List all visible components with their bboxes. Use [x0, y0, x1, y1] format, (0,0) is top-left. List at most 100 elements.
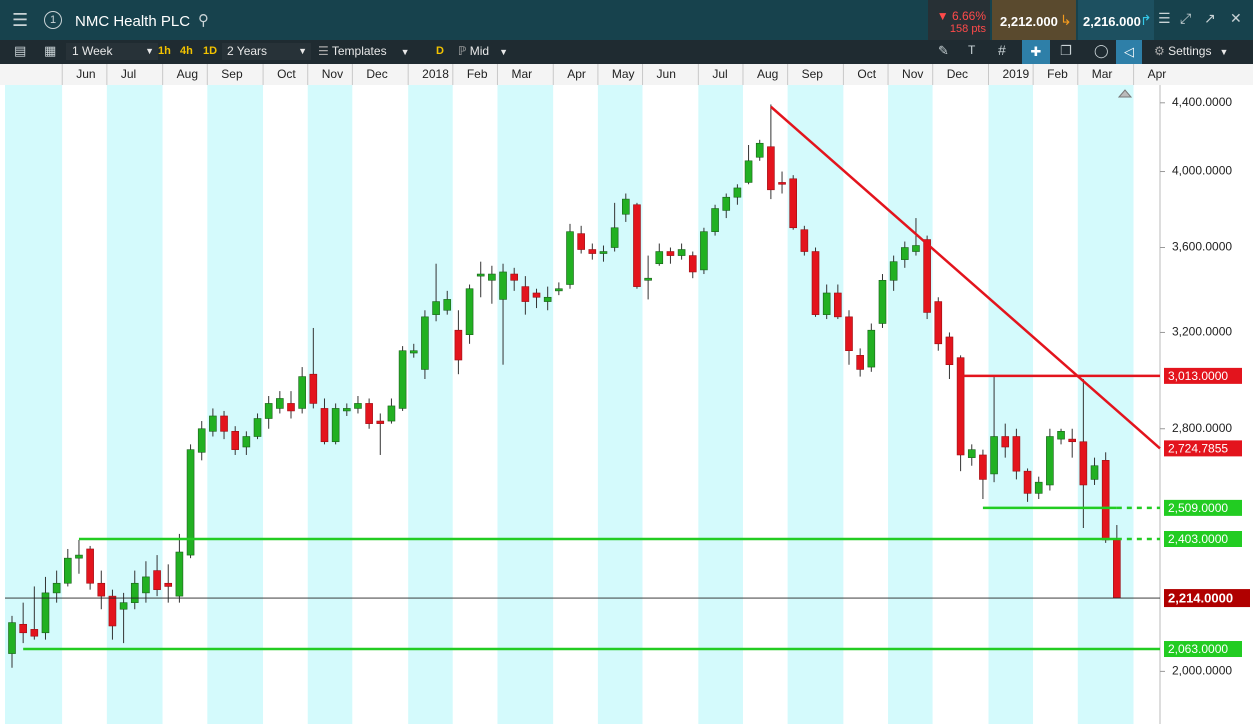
candle-body	[499, 271, 507, 300]
candle-body	[421, 316, 429, 370]
time-label: 2019	[1003, 67, 1030, 81]
time-label: Mar	[511, 67, 532, 81]
candle-body	[956, 357, 965, 456]
sell-box[interactable]: 2,212.000 ↳	[992, 0, 1076, 40]
candle-body	[845, 316, 853, 352]
sell-price: 2,212.000	[1000, 14, 1058, 29]
trend-box	[1164, 440, 1242, 457]
month-band	[497, 85, 554, 724]
interval-select[interactable]: 1 Week ▼	[66, 43, 158, 60]
y-tick-label: 4,400.0000	[1172, 95, 1232, 109]
level-box	[1164, 531, 1242, 548]
candle-body	[722, 196, 731, 211]
candle-body	[432, 301, 440, 315]
scroll-marker	[1117, 89, 1133, 98]
candle-body	[209, 415, 217, 432]
settings-button[interactable]: ⚙ Settings ▼	[1154, 44, 1229, 58]
candle-body	[755, 142, 764, 158]
draw-icon[interactable]: ✎	[938, 43, 949, 58]
change-box: ▼ 6.66% 158 pts	[928, 0, 990, 40]
price-mode[interactable]: ℙ Mid ▼	[458, 44, 509, 58]
search-icon[interactable]: ⚲	[198, 12, 209, 29]
tool-bar: ▤ ▦ 1 Week ▼ 1h 4h 1D 2 Years ▼ ☰ Template…	[0, 40, 1253, 64]
copy-icon[interactable]: ❐	[1060, 43, 1072, 58]
candle-body	[923, 239, 931, 313]
range-select[interactable]: 2 Years ▼	[222, 43, 311, 60]
candle-body	[990, 436, 998, 475]
candle-body	[856, 355, 864, 370]
menu-icon[interactable]: ☰	[12, 10, 29, 30]
level-box	[1164, 367, 1242, 384]
candle-body	[510, 273, 519, 281]
quick-interval[interactable]: 1D	[203, 45, 218, 57]
text-icon[interactable]: T	[968, 43, 976, 57]
price-mode-text: Mid	[469, 44, 490, 58]
candle-body	[142, 576, 150, 594]
tag-icon[interactable]: ◁	[1116, 40, 1142, 64]
d-button[interactable]: D	[436, 45, 444, 57]
candle-body	[354, 403, 362, 409]
month-band	[1077, 85, 1134, 724]
time-label: Sep	[221, 67, 243, 81]
level-box	[1164, 641, 1242, 658]
candle-body	[287, 403, 295, 412]
y-tick-label: 4,000.0000	[1172, 164, 1232, 178]
expand-icon[interactable]: ⤢	[1180, 10, 1192, 26]
buy-box[interactable]: 2,216.000 ↱	[1078, 0, 1154, 40]
candle-body	[488, 273, 496, 281]
layout-icon[interactable]: ☰	[1158, 10, 1171, 26]
month-band	[62, 85, 107, 724]
last-price-box	[1164, 589, 1250, 608]
price-axis-background	[1160, 85, 1253, 724]
quick-interval[interactable]: 1h	[158, 45, 171, 57]
candle-body	[231, 431, 239, 450]
candle-body	[711, 208, 719, 232]
templates-text: Templates	[331, 44, 387, 58]
time-label: Dec	[947, 67, 968, 81]
panel-icon[interactable]: ▤	[14, 43, 27, 58]
candle-body	[64, 557, 72, 584]
month-band	[642, 85, 699, 724]
grid-icon[interactable]: ▦	[44, 43, 57, 58]
candle-body	[543, 296, 552, 302]
candle-body	[800, 229, 809, 252]
top-bar: ☰ 1 NMC Health PLC ⚲ ▼ 6.66% 158 pts 2,2…	[0, 0, 1253, 40]
candle-body	[119, 602, 128, 610]
candle-body	[454, 329, 463, 361]
candle-body	[889, 261, 898, 281]
chart: Jun Jul Aug Sep Oct Nov Dec 2018 Feb Mar Apr May Jun…	[0, 64, 1253, 724]
quick-interval[interactable]: 4h	[180, 45, 193, 57]
candle-body	[778, 182, 786, 185]
templates-button[interactable]: ☰ Templates ▼	[318, 44, 410, 58]
candle-body	[186, 449, 195, 556]
pin-icon[interactable]: ◯	[1094, 43, 1109, 58]
level-label: 3,013.0000	[1168, 369, 1228, 383]
candle-body	[130, 582, 139, 603]
y-tick-label: 3,600.0000	[1172, 240, 1232, 254]
month-band	[888, 85, 933, 724]
last-price-label: 2,214.0000	[1168, 591, 1233, 606]
time-label: Dec	[366, 67, 387, 81]
month-band	[843, 85, 889, 724]
popout-icon[interactable]: ↗	[1204, 10, 1216, 26]
candle-body	[834, 292, 842, 318]
link-icon[interactable]: 1	[44, 11, 62, 29]
candle-body	[934, 301, 943, 345]
candle-body	[610, 227, 619, 248]
month-band	[698, 85, 743, 724]
buy-price: 2,216.000	[1083, 14, 1141, 29]
close-icon[interactable]: ✕	[1230, 10, 1242, 26]
trend-line	[770, 105, 1161, 450]
time-label: Nov	[902, 67, 923, 81]
candle-body	[320, 408, 329, 443]
crosshair-icon[interactable]: ✚	[1022, 40, 1050, 64]
candle-body	[744, 160, 753, 183]
month-band	[742, 85, 788, 724]
time-label: Sep	[802, 67, 824, 81]
candle-body	[521, 286, 530, 302]
candle-body	[1079, 441, 1088, 486]
hash-icon[interactable]: #	[998, 42, 1006, 58]
candle-body	[86, 548, 94, 584]
time-label: Oct	[277, 67, 296, 81]
candle-body	[655, 251, 664, 265]
